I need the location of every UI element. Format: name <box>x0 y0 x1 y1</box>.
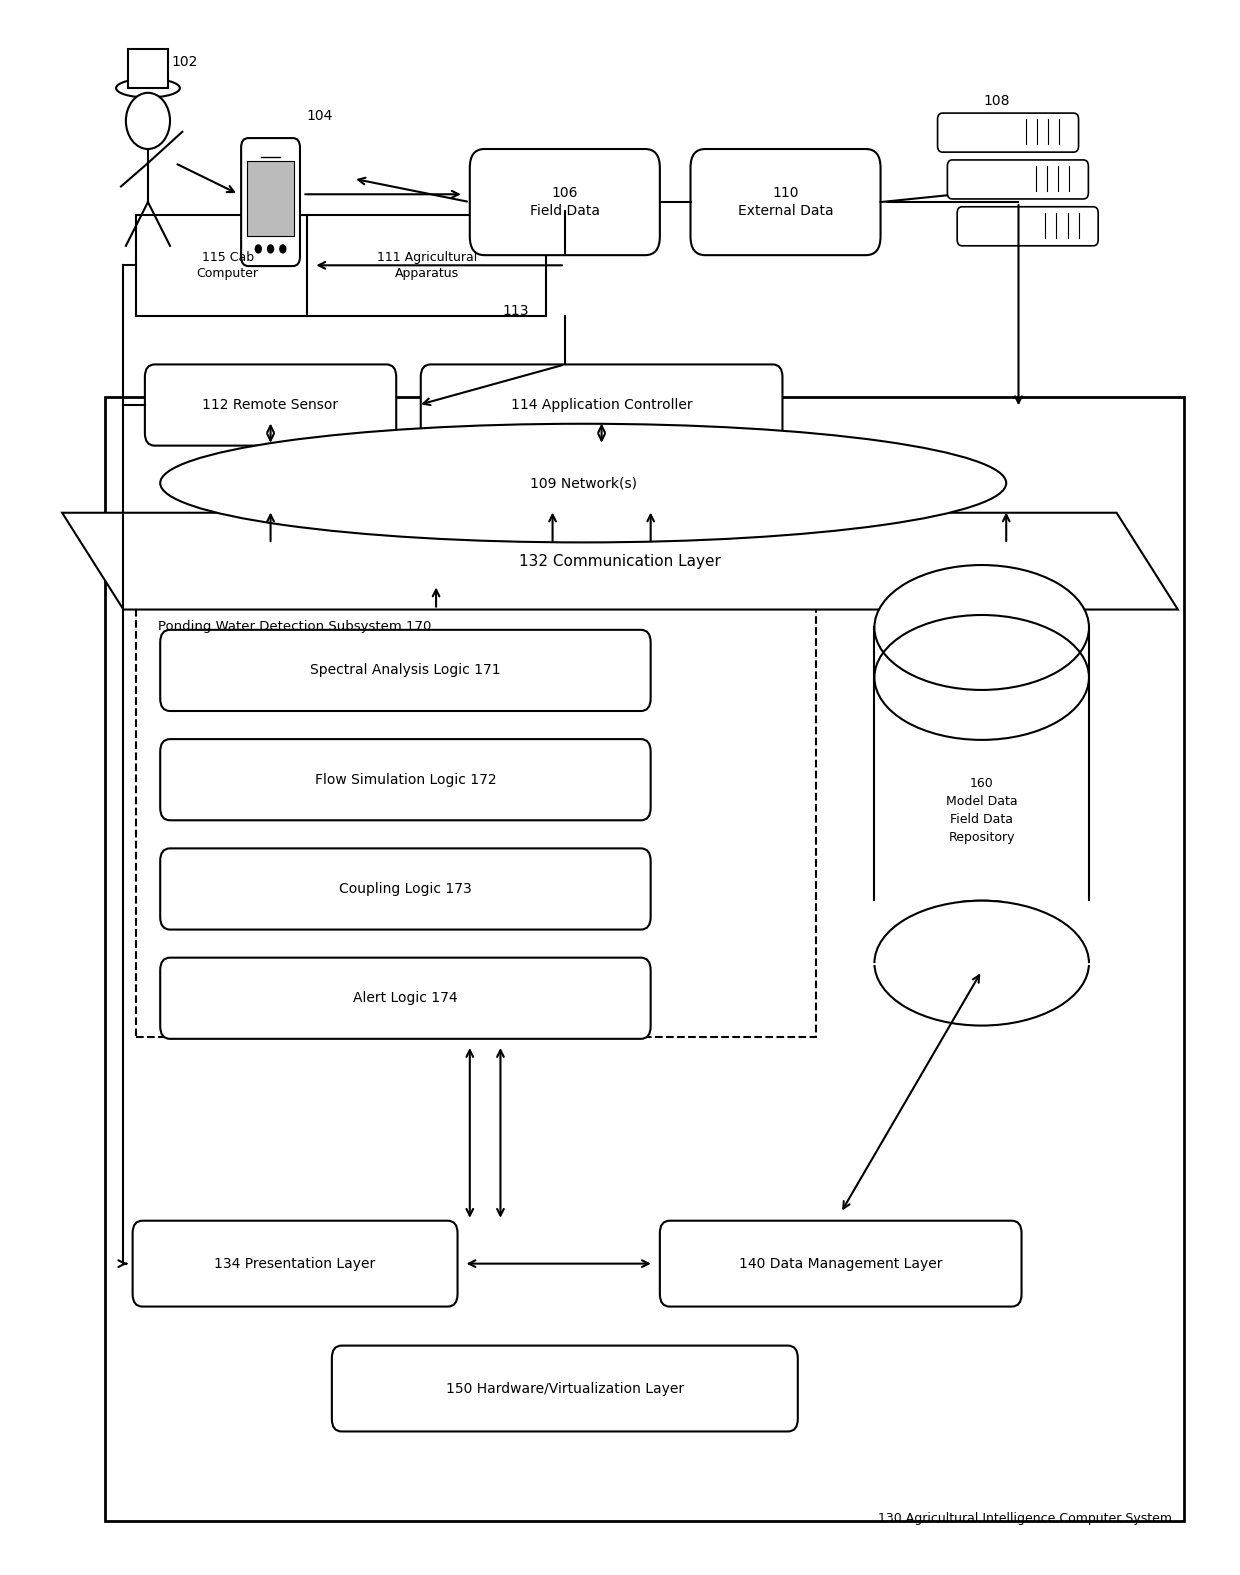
Bar <box>135 592 816 1038</box>
Text: Alert Logic 174: Alert Logic 174 <box>353 991 458 1005</box>
FancyBboxPatch shape <box>420 364 782 446</box>
Text: 160
Model Data
Field Data
Repository: 160 Model Data Field Data Repository <box>946 778 1018 844</box>
Text: 111 Agricultural
Apparatus: 111 Agricultural Apparatus <box>377 250 477 280</box>
Text: Flow Simulation Logic 172: Flow Simulation Logic 172 <box>315 773 496 786</box>
Text: 132 Communication Layer: 132 Communication Layer <box>520 554 720 569</box>
FancyBboxPatch shape <box>470 150 660 255</box>
Text: 114 Application Controller: 114 Application Controller <box>511 398 692 413</box>
Bar <box>128 49 167 88</box>
Bar <box>247 162 294 236</box>
FancyBboxPatch shape <box>241 139 300 266</box>
FancyBboxPatch shape <box>133 1221 458 1307</box>
FancyBboxPatch shape <box>957 206 1099 246</box>
Text: 109 Network(s): 109 Network(s) <box>529 476 636 490</box>
Text: 106
Field Data: 106 Field Data <box>529 186 600 219</box>
Polygon shape <box>62 513 1178 610</box>
FancyBboxPatch shape <box>160 958 651 1040</box>
FancyBboxPatch shape <box>947 161 1089 198</box>
FancyBboxPatch shape <box>160 849 651 929</box>
Text: 113: 113 <box>502 304 529 318</box>
Text: 108: 108 <box>983 93 1009 107</box>
Text: Coupling Logic 173: Coupling Logic 173 <box>339 882 471 896</box>
Text: 130 Agricultural Intelligence Computer System: 130 Agricultural Intelligence Computer S… <box>878 1512 1172 1525</box>
FancyBboxPatch shape <box>691 150 880 255</box>
Ellipse shape <box>117 79 180 98</box>
Text: Spectral Analysis Logic 171: Spectral Analysis Logic 171 <box>310 663 501 677</box>
Circle shape <box>126 93 170 150</box>
Text: 112 Remote Sensor: 112 Remote Sensor <box>202 398 339 413</box>
Text: 115 Cab
Computer: 115 Cab Computer <box>197 250 259 280</box>
FancyBboxPatch shape <box>660 1221 1022 1307</box>
Circle shape <box>254 244 262 254</box>
Circle shape <box>267 244 274 254</box>
Bar <box>872 901 1091 964</box>
Circle shape <box>279 244 286 254</box>
Ellipse shape <box>874 565 1089 690</box>
Ellipse shape <box>874 901 1089 1025</box>
Text: 110
External Data: 110 External Data <box>738 186 833 219</box>
FancyBboxPatch shape <box>937 113 1079 153</box>
Bar <box>105 397 1184 1521</box>
FancyBboxPatch shape <box>145 364 397 446</box>
Text: 150 Hardware/Virtualization Layer: 150 Hardware/Virtualization Layer <box>445 1381 684 1395</box>
Ellipse shape <box>160 424 1006 542</box>
Bar <box>874 627 1089 964</box>
Text: 102: 102 <box>171 55 198 69</box>
FancyBboxPatch shape <box>160 739 651 821</box>
Text: Ponding Water Detection Subsystem 170: Ponding Water Detection Subsystem 170 <box>157 621 432 633</box>
Bar <box>135 214 547 317</box>
FancyBboxPatch shape <box>332 1345 797 1432</box>
Text: 104: 104 <box>306 109 332 123</box>
FancyBboxPatch shape <box>160 630 651 710</box>
Text: 134 Presentation Layer: 134 Presentation Layer <box>215 1257 376 1271</box>
Text: 140 Data Management Layer: 140 Data Management Layer <box>739 1257 942 1271</box>
